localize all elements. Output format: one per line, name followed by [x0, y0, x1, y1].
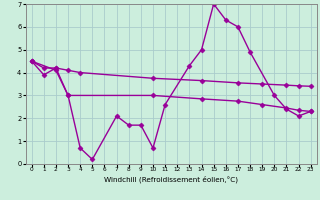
X-axis label: Windchill (Refroidissement éolien,°C): Windchill (Refroidissement éolien,°C) — [104, 175, 238, 183]
